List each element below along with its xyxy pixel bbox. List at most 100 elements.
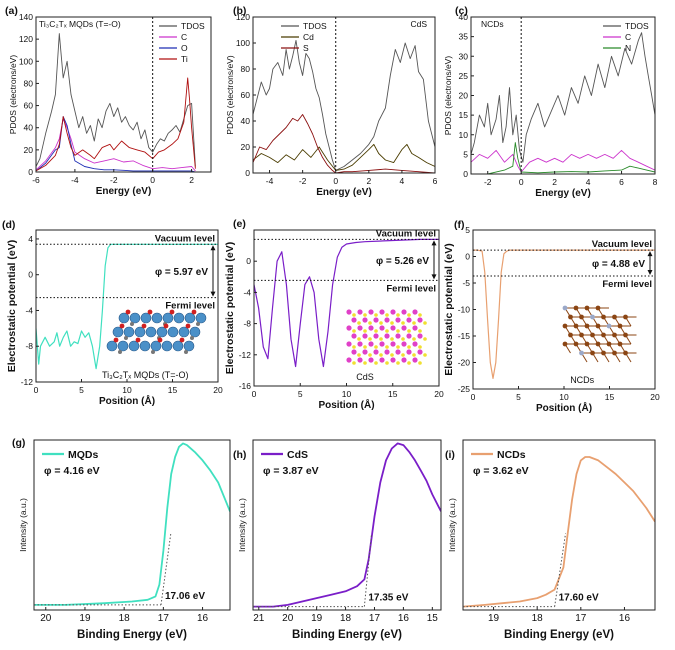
atom-ti (150, 340, 162, 352)
y-tick-label: 0 (463, 169, 468, 179)
atom-s (357, 337, 361, 341)
work-function-label: φ = 3.87 eV (263, 465, 319, 477)
atom-s (396, 329, 400, 333)
atom-cd (357, 325, 363, 331)
legend-label: TDOS (303, 21, 327, 31)
y-tick-label: 35 (459, 32, 469, 42)
atom-c (573, 305, 579, 311)
atom-s (363, 361, 367, 365)
atom-cd (412, 309, 418, 315)
y-tick-label: 0 (28, 270, 33, 280)
atom-s (385, 329, 389, 333)
y-tick-label: 0 (465, 252, 470, 262)
atom-c (151, 350, 155, 354)
y-axis-label: Electrostatic potential (eV) (443, 243, 455, 375)
atom-ti (118, 312, 130, 324)
atom-s (390, 321, 394, 325)
atom-s (357, 321, 361, 325)
plot-frame (252, 16, 436, 174)
atom-o (119, 323, 125, 329)
x-tick-label: 20 (213, 385, 223, 395)
y-tick-label: 40 (241, 116, 251, 126)
y-tick-label: 60 (241, 90, 251, 100)
x-axis-label: Energy (eV) (535, 188, 591, 199)
x-axis-label: Position (Å) (318, 398, 374, 411)
atom-n (579, 350, 584, 356)
x-tick-label: -2 (110, 175, 118, 185)
x-tick-label: 2 (366, 176, 371, 186)
x-tick-label: 0 (150, 175, 155, 185)
y-tick-label: -8 (25, 341, 33, 351)
work-function-label: φ = 5.97 eV (155, 267, 208, 278)
atom-cd (357, 357, 363, 363)
x-tick-label: -2 (299, 176, 307, 186)
x-tick-label: 4 (586, 177, 591, 187)
atom-cd (401, 357, 407, 363)
x-tick-label: 18 (532, 613, 544, 624)
atom-cd (362, 349, 368, 355)
legend-label: NCDs (497, 449, 526, 461)
atom-c (612, 332, 617, 338)
panel-f: 0 5 10 15 20 -25 -20 -15 -10 -5 0 5 Position (Å) Elec… (443, 219, 660, 414)
legend-label: C (625, 32, 631, 42)
atom-c (184, 350, 188, 354)
y-axis-label: Electrostatic potential (eV) (6, 240, 18, 372)
atom-c (601, 314, 606, 320)
phi-arrow-head-down (647, 270, 653, 276)
x-tick-label: 17 (158, 613, 170, 624)
series-line-n (471, 142, 655, 174)
x-axis-label: Energy (eV) (96, 186, 152, 197)
panel-title: NCDs (481, 19, 504, 29)
series-line-cd (253, 143, 435, 171)
atom-ti (128, 340, 140, 352)
phi-arrow-head-down (210, 291, 216, 297)
panel-title: Ti₃C₂Tₓ MQDs (T=-O) (39, 19, 121, 29)
panel-label: (f) (454, 219, 465, 231)
atom-s (385, 361, 389, 365)
atom-s (412, 353, 416, 357)
vacuum-level-label: Vacuum level (592, 239, 652, 250)
atom-c (579, 332, 584, 338)
ncd-molecule-illustration (562, 305, 637, 363)
series-line-tdos (471, 32, 655, 163)
atom-ti (140, 312, 152, 324)
atom-cd (417, 333, 423, 339)
y-tick-label: 20 (24, 145, 34, 155)
y-tick-label: 15 (459, 110, 469, 120)
atom-s (363, 313, 367, 317)
x-tick-label: -4 (71, 175, 79, 185)
y-tick-label: 100 (19, 56, 33, 66)
atom-cd (406, 317, 412, 323)
atom-s (352, 345, 356, 349)
panel-label: (h) (233, 449, 246, 461)
atom-cd (417, 317, 423, 323)
atom-c (584, 305, 590, 311)
atom-ti (134, 326, 146, 338)
x-tick-label: 19 (311, 613, 323, 624)
x-tick-label: 15 (388, 389, 398, 399)
x-axis-label: Position (Å) (536, 401, 592, 414)
atom-c (584, 323, 590, 329)
atom-cd (351, 349, 357, 355)
atom-s (396, 345, 400, 349)
atom-c (573, 323, 579, 329)
y-tick-label: 0 (245, 168, 250, 178)
atom-cd (351, 317, 357, 323)
atom-cd (401, 325, 407, 331)
y-tick-label: -5 (462, 278, 470, 288)
atom-o (191, 309, 197, 315)
x-tick-label: 16 (398, 613, 410, 624)
atom-cd (406, 333, 412, 339)
series-line-ti (36, 77, 196, 172)
phi-arrow-head-down (431, 274, 437, 280)
atom-cd (379, 341, 385, 347)
atom-c (584, 341, 590, 347)
atom-cd (406, 349, 412, 355)
panel-label: (i) (445, 449, 455, 461)
x-tick-label: 8 (653, 177, 658, 187)
vacuum-level-label: Vacuum level (376, 228, 436, 239)
x-tick-label: 18 (340, 613, 352, 624)
atom-cd (412, 341, 418, 347)
x-tick-label: 20 (282, 613, 294, 624)
series-line-ncds (463, 456, 655, 608)
